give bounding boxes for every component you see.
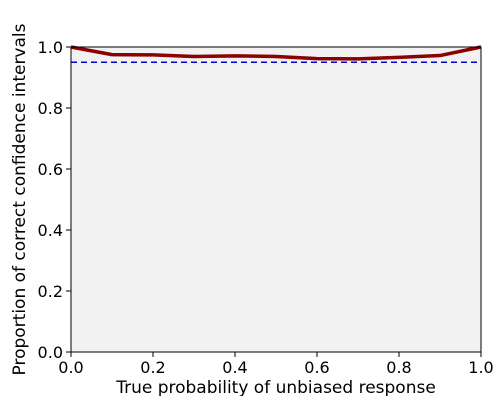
x-tick-label: 0.0 <box>58 358 83 377</box>
x-tick-label: 0.6 <box>304 358 329 377</box>
x-tick-label: 1.0 <box>468 358 493 377</box>
x-tick-label: 0.4 <box>222 358 247 377</box>
y-tick-label: 0.8 <box>38 99 63 118</box>
x-axis-title: True probability of unbiased response <box>115 378 436 396</box>
y-tick-label: 0.2 <box>38 282 63 301</box>
plot-frame <box>70 46 482 353</box>
y-axis: 0.0 0.2 0.4 0.6 0.8 1.0 <box>38 38 71 362</box>
y-tick-label: 0.6 <box>38 160 63 179</box>
data-series-line <box>70 45 482 61</box>
x-tick-label: 0.8 <box>386 358 411 377</box>
y-tick-label: 1.0 <box>38 38 63 57</box>
x-tick-label: 0.2 <box>140 358 165 377</box>
y-tick-label: 0.4 <box>38 221 63 240</box>
y-axis-title: Proportion of correct confidence interva… <box>10 23 30 375</box>
y-tick-label: 0.0 <box>38 343 63 362</box>
plot-background <box>71 47 481 352</box>
x-axis: 0.0 0.2 0.4 0.6 0.8 1.0 <box>58 352 494 377</box>
